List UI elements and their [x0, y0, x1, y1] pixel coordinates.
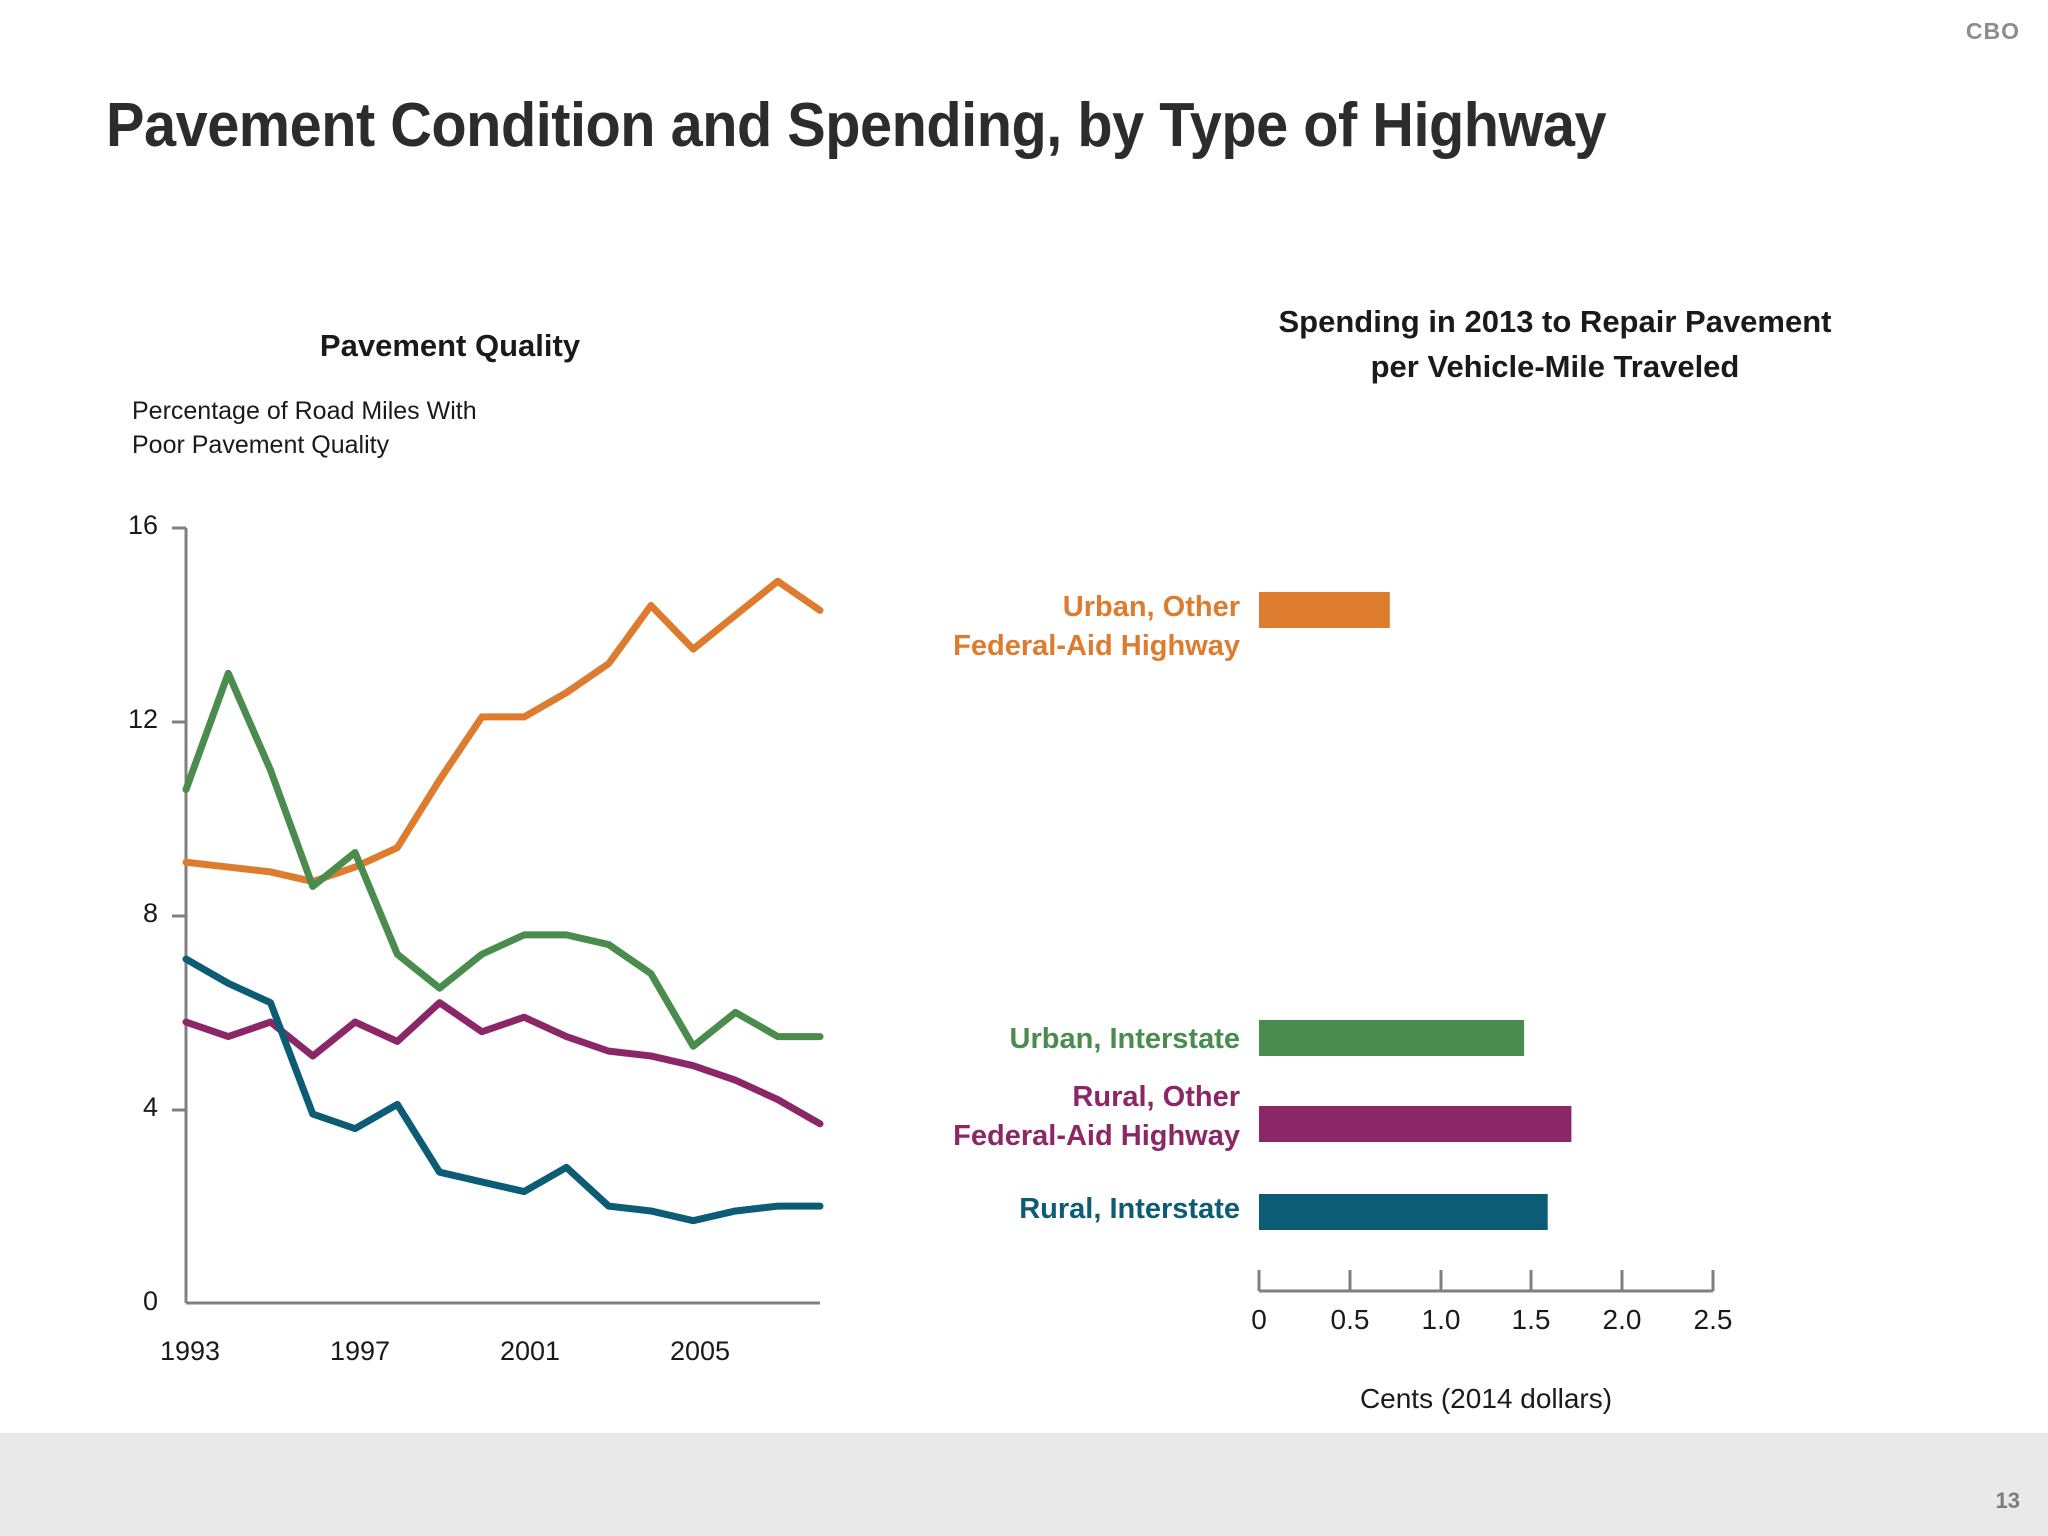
- cbo-logo: CBO: [1965, 18, 2020, 44]
- line-chart-svg: [172, 526, 824, 1305]
- line-series-group: [182, 577, 824, 1225]
- bar-rural-interstate[interactable]: [1259, 1194, 1548, 1230]
- y-label-0: 0: [143, 1286, 159, 1316]
- bar-rural-other-federal-aid-highway[interactable]: [1259, 1106, 1572, 1142]
- bar-urban-other-federal-aid-highway[interactable]: [1259, 592, 1390, 628]
- legend-rural-other-line2: Federal-Aid Highway: [953, 1120, 1240, 1153]
- axis-caption-line-2: Poor Pavement Quality: [132, 430, 390, 459]
- footer-bar: [0, 1433, 2048, 1536]
- legend-urban-other-line2: Federal-Aid Highway: [953, 630, 1240, 663]
- right-chart-title-line-2: per Vehicle-Mile Traveled: [1370, 348, 1740, 384]
- legend-urban-other-line1: Urban, Other: [1062, 591, 1240, 623]
- page-number: 13: [1995, 1488, 2020, 1513]
- bar-urban-interstate[interactable]: [1259, 1020, 1525, 1056]
- legend-label-rural-interstate[interactable]: Rural, Interstate: [700, 1190, 1240, 1229]
- x-label-2005: 2005: [670, 1336, 731, 1366]
- legend-label-urban-other[interactable]: Urban, Other Federal-Aid Highway: [700, 588, 1240, 666]
- legend-rural-interstate-line1: Rural, Interstate: [1019, 1193, 1240, 1225]
- x-label-1997: 1997: [330, 1336, 391, 1366]
- pavement-quality-panel: Pavement Quality Percentage of Road Mile…: [0, 300, 900, 1400]
- y-label-4: 4: [143, 1092, 159, 1122]
- bar-axis-title: Cents (2014 dollars): [1359, 1383, 1613, 1414]
- bar-group: [1259, 592, 1572, 1230]
- legend-rural-other-line1: Rural, Other: [1072, 1081, 1240, 1113]
- bar-label-0: 0: [1251, 1304, 1267, 1335]
- left-chart-axis-caption: Percentage of Road Miles With Poor Pavem…: [132, 395, 477, 463]
- line-chart-plot-area: 16 12 8 4 0 1993 1997 2001 2005: [0, 300, 900, 1400]
- left-chart-title: Pavement Quality: [319, 328, 581, 363]
- axis-caption-line-1: Percentage of Road Miles With: [132, 397, 477, 425]
- right-chart-title-line-1: Spending in 2013 to Repair Pavement: [1278, 304, 1832, 339]
- bar-label-1-5: 1.5: [1511, 1304, 1551, 1335]
- y-label-8: 8: [143, 898, 159, 928]
- legend-label-rural-other[interactable]: Rural, Other Federal-Aid Highway: [700, 1078, 1240, 1156]
- y-label-12: 12: [128, 704, 159, 734]
- y-label-16: 16: [128, 510, 159, 540]
- line-series-rural-other-federal-aid-highway: [182, 999, 824, 1128]
- bar-label-0-5: 0.5: [1330, 1304, 1370, 1335]
- line-series-urban-other-federal-aid-highway: [182, 577, 824, 886]
- x-label-2001: 2001: [500, 1336, 561, 1366]
- line-series-rural-interstate: [182, 955, 824, 1225]
- bar-label-1-0: 1.0: [1421, 1304, 1461, 1335]
- legend-urban-interstate-line1: Urban, Interstate: [1009, 1023, 1240, 1055]
- page-title: Pavement Condition and Spending, by Type…: [106, 91, 1607, 160]
- right-chart-title: Spending in 2013 to Repair Pavement per …: [1140, 300, 1970, 390]
- line-series-urban-interstate: [182, 669, 824, 1050]
- bar-label-2-5: 2.5: [1693, 1304, 1733, 1335]
- x-label-1993: 1993: [160, 1336, 221, 1366]
- bar-label-2-0: 2.0: [1602, 1304, 1642, 1335]
- legend-label-urban-interstate[interactable]: Urban, Interstate: [700, 1020, 1240, 1059]
